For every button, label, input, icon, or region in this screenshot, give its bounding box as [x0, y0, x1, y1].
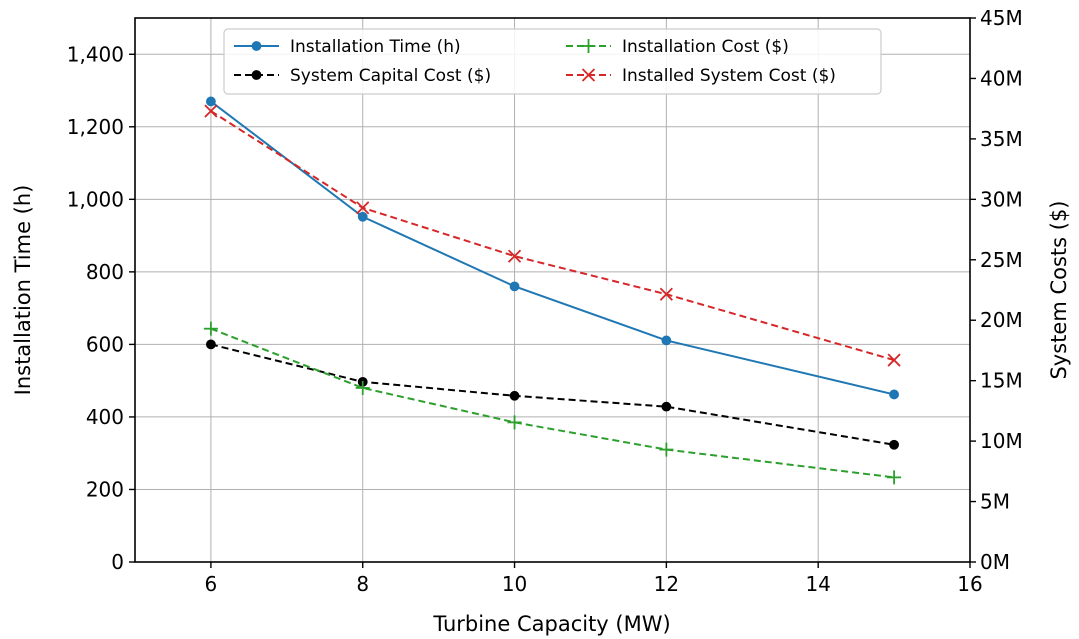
legend-box	[223, 28, 882, 95]
y2-tick-label: 30M	[980, 187, 1023, 211]
x-tick-label: 10	[502, 572, 527, 596]
data-point	[661, 401, 672, 412]
plot-frame	[134, 17, 971, 563]
legend-marker	[581, 39, 596, 53]
series-line	[210, 327, 895, 479]
x-axis-title: Turbine Capacity (MW)	[432, 612, 670, 636]
y2-tick-label: 35M	[980, 127, 1023, 151]
y-tick-label: 1,400	[67, 42, 124, 66]
series-line	[210, 100, 895, 396]
y-axis-right: 0M 5M 10M 15M 20M 25M 30M 35M 40M 45M	[970, 6, 1023, 574]
marker-stroke	[356, 201, 370, 215]
data-point	[659, 442, 674, 457]
data-point	[509, 390, 520, 401]
series-installed-system-cost	[204, 104, 901, 367]
legend-item-installation-time-h: Installation Time (h)	[234, 37, 461, 57]
legend-label: System Capital Cost ($)	[290, 66, 491, 86]
marker-stroke	[581, 68, 596, 82]
y-tick-label: 1,200	[67, 115, 124, 139]
marker-stroke	[507, 249, 522, 263]
y2-axis-title: System Costs ($)	[1047, 200, 1071, 379]
legend-label: Installation Cost ($)	[622, 37, 789, 57]
legend-item-installed-system-cost: Installed System Cost ($)	[566, 66, 836, 86]
data-point	[889, 439, 899, 450]
x-tick-label: 16	[957, 572, 982, 596]
data-point	[509, 281, 520, 292]
y2-tick-label: 5M	[980, 490, 1010, 514]
y-tick-label: 200	[86, 477, 124, 501]
data-point	[206, 96, 216, 107]
y2-tick-label: 0M	[980, 550, 1010, 574]
data-point	[206, 339, 216, 350]
data-point	[887, 353, 901, 367]
series-installation-time-h	[206, 96, 899, 400]
data-point	[507, 249, 522, 263]
x-tick-label: 14	[805, 572, 830, 596]
legend-item-installation-cost: Installation Cost ($)	[566, 37, 789, 57]
x-tick-label: 8	[356, 572, 369, 596]
grid	[135, 18, 971, 562]
legend-marker	[251, 70, 262, 80]
data-point	[887, 470, 902, 485]
y-axis-left: 0 200 400 600 800 1,000 1,200 1,400	[67, 42, 135, 574]
data-point	[889, 389, 899, 400]
data-point	[355, 380, 370, 395]
y2-tick-label: 15M	[980, 369, 1023, 393]
data-point	[357, 211, 368, 222]
marker-stroke	[204, 104, 218, 118]
y2-tick-label: 45M	[980, 6, 1023, 30]
marker-stroke	[887, 353, 901, 367]
y-tick-label: 800	[86, 260, 124, 284]
y-tick-label: 0	[111, 550, 124, 574]
y-tick-label: 1,000	[67, 187, 124, 211]
data-point	[507, 415, 522, 430]
data-point	[203, 321, 218, 336]
series-installation-cost	[203, 321, 902, 485]
legend-marker	[581, 68, 596, 82]
y2-tick-label: 20M	[980, 308, 1023, 332]
data-point	[204, 104, 218, 118]
legend-label: Installed System Cost ($)	[622, 66, 836, 86]
series-line	[210, 110, 895, 362]
legend: Installation Time (h) System Capital Cost…	[223, 28, 882, 95]
y-tick-label: 600	[86, 332, 124, 356]
data-point	[356, 201, 370, 215]
x-tick-label: 12	[654, 572, 679, 596]
series-layer	[203, 96, 902, 485]
legend-item-system-capital-cost: System Capital Cost ($)	[234, 66, 491, 86]
data-point	[661, 335, 672, 346]
x-tick-label: 6	[205, 572, 218, 596]
data-point	[659, 287, 673, 301]
y-tick-label: 400	[86, 405, 124, 429]
y2-tick-label: 25M	[980, 248, 1023, 272]
series-system-capital-cost	[206, 339, 899, 450]
y2-tick-label: 40M	[980, 66, 1023, 90]
y-axis-title: Installation Time (h)	[11, 185, 35, 396]
x-axis: 6 8 10 12 14 16	[205, 562, 983, 596]
legend-marker	[251, 41, 262, 51]
y2-tick-label: 10M	[980, 429, 1023, 453]
legend-label: Installation Time (h)	[290, 37, 461, 57]
marker-stroke	[659, 287, 673, 301]
